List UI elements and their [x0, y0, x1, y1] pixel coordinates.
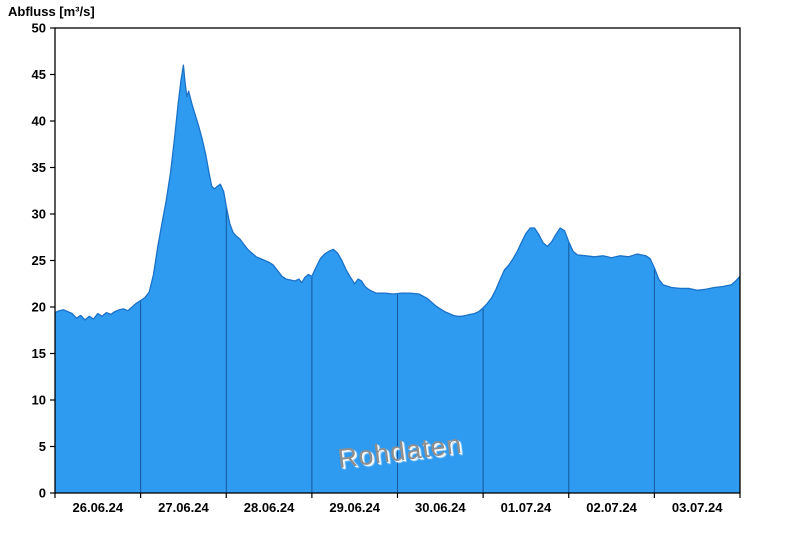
x-tick-label: 02.07.24 [586, 500, 637, 515]
y-axis-title: Abfluss [m³/s] [8, 4, 95, 19]
y-tick-label: 10 [32, 393, 46, 408]
y-tick-label: 5 [39, 439, 46, 454]
x-tick-label: 27.06.24 [158, 500, 209, 515]
y-tick-label: 20 [32, 300, 46, 315]
y-tick-label: 30 [32, 207, 46, 222]
x-tick-label: 26.06.24 [73, 500, 124, 515]
y-tick-label: 40 [32, 114, 46, 129]
x-tick-label: 03.07.24 [672, 500, 723, 515]
discharge-curve-edge [54, 64, 741, 321]
x-tick-label: 28.06.24 [244, 500, 295, 515]
y-tick-label: 35 [32, 160, 46, 175]
y-tick-label: 50 [32, 21, 46, 36]
x-tick-label: 29.06.24 [329, 500, 380, 515]
y-tick-label: 0 [39, 486, 46, 501]
y-tick-label: 15 [32, 346, 46, 361]
y-tick-label: 45 [32, 67, 46, 82]
y-tick-label: 25 [32, 253, 46, 268]
x-tick-label: 30.06.24 [415, 500, 466, 515]
x-tick-label: 01.07.24 [501, 500, 552, 515]
